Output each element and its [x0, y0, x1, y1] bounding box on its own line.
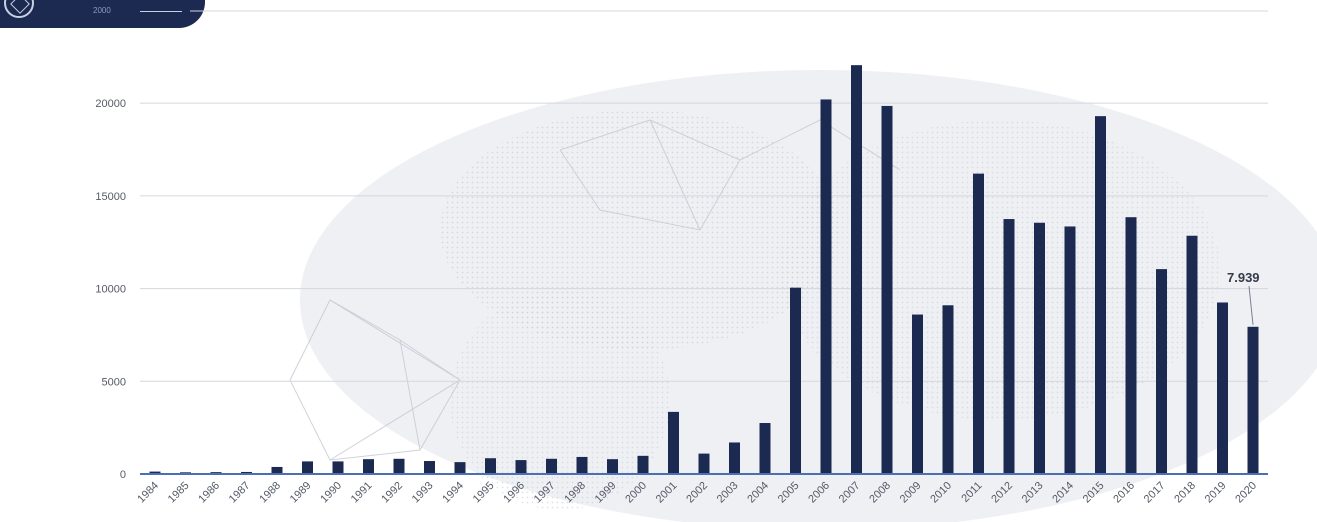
- x-tick-label: 1998: [562, 480, 588, 506]
- bar-2016: [1125, 217, 1137, 474]
- x-tick-label: 2011: [959, 480, 984, 505]
- x-tick-label: 1999: [593, 480, 619, 506]
- x-tick-label: 2006: [806, 480, 832, 506]
- x-tick-label: 2007: [837, 480, 863, 506]
- x-tick-label: 2009: [898, 480, 924, 506]
- bar-1995: [485, 458, 496, 474]
- y-tick-label: 10000: [95, 284, 126, 296]
- x-tick-label: 2000: [623, 480, 649, 506]
- x-tick-label: 1992: [379, 480, 405, 506]
- x-tick-label: 2008: [867, 480, 893, 506]
- bar-2002: [698, 453, 710, 474]
- x-tick-label: 1996: [501, 480, 527, 506]
- bar-2018: [1186, 235, 1198, 474]
- bar-1999: [607, 459, 618, 474]
- bar-1997: [546, 458, 557, 474]
- x-tick-label: 2016: [1111, 480, 1137, 506]
- bar-2011: [973, 173, 984, 474]
- x-tick-label: 1994: [440, 480, 466, 506]
- bar-1992: [393, 458, 405, 474]
- x-tick-label: 2018: [1172, 480, 1198, 506]
- x-tick-label: 1989: [288, 480, 314, 506]
- bar-2007: [851, 65, 862, 474]
- x-tick-label: 1990: [318, 480, 344, 506]
- bar-1984: [149, 471, 161, 474]
- x-tick-label: 2003: [715, 480, 741, 506]
- bar-2014: [1064, 226, 1076, 474]
- x-tick-label: 1991: [349, 480, 375, 506]
- x-tick-label: 2019: [1203, 480, 1229, 506]
- data-labels: 7.939: [1227, 270, 1260, 325]
- bar-2003: [729, 442, 740, 474]
- y-tick-label: 15000: [95, 191, 126, 203]
- logo-badge: 2000: [0, 0, 205, 28]
- x-tick-label: 1988: [257, 480, 283, 506]
- badge-divider: [140, 11, 182, 12]
- data-label-2020: 7.939: [1227, 270, 1260, 285]
- bar-1994: [454, 462, 466, 474]
- bar-1996: [515, 460, 527, 474]
- bar-2000: [637, 455, 649, 474]
- x-tick-label: 2012: [989, 480, 1015, 506]
- bars: [149, 65, 1259, 475]
- bar-2019: [1217, 302, 1228, 474]
- x-tick-label: 2014: [1050, 480, 1076, 506]
- x-tick-label: 2001: [654, 480, 680, 506]
- x-tick-label: 1986: [196, 480, 222, 506]
- bar-2009: [912, 314, 923, 474]
- bar-2017: [1156, 269, 1167, 474]
- x-tick-label: 1995: [471, 480, 497, 506]
- annotation-leader: [1248, 285, 1254, 325]
- x-tick-label: 1984: [135, 480, 161, 506]
- y-tick-label: 0: [120, 469, 126, 481]
- x-tick-label: 2017: [1142, 480, 1168, 506]
- bar-1993: [424, 461, 435, 474]
- bar-2004: [759, 423, 771, 474]
- bar-1990: [332, 461, 344, 474]
- y-tick-label: 5000: [102, 376, 126, 388]
- bar-2008: [881, 105, 893, 475]
- x-tick-label: 2005: [776, 480, 802, 506]
- bar-1988: [271, 466, 283, 474]
- x-tick-label: 1985: [166, 480, 192, 506]
- bar-2012: [1003, 219, 1015, 474]
- x-tick-label: 2004: [745, 480, 771, 506]
- x-tick-label: 1993: [410, 480, 436, 506]
- x-tick-label: 1997: [532, 480, 558, 506]
- bar-1991: [363, 459, 374, 474]
- bar-2013: [1034, 222, 1045, 474]
- y-tick-label: 20000: [95, 98, 126, 110]
- bar-2010: [942, 305, 954, 474]
- badge-text: 2000: [93, 6, 111, 15]
- bar-2006: [820, 99, 832, 474]
- x-tick-label: 1987: [227, 480, 253, 506]
- x-axis: 1984 1985 1986 1987 1988 1989 1990 1991 1992 1993…: [135, 473, 1268, 506]
- x-tick-label: 2010: [928, 480, 954, 506]
- x-tick-label: 2013: [1020, 480, 1046, 506]
- bar-2005: [790, 287, 801, 474]
- bar-2020: [1247, 326, 1259, 474]
- bar-1998: [576, 456, 588, 474]
- x-tick-label: 2020: [1233, 480, 1259, 506]
- y-axis: 0 5000 10000 15000 20000: [95, 98, 126, 481]
- gridlines: [140, 10, 1268, 382]
- bar-1987: [241, 471, 252, 474]
- x-tick-label: 2015: [1081, 480, 1107, 506]
- bar-2001: [668, 411, 679, 474]
- bar-2015: [1095, 116, 1106, 474]
- x-tick-label: 2002: [684, 480, 710, 506]
- bar-1989: [302, 461, 313, 474]
